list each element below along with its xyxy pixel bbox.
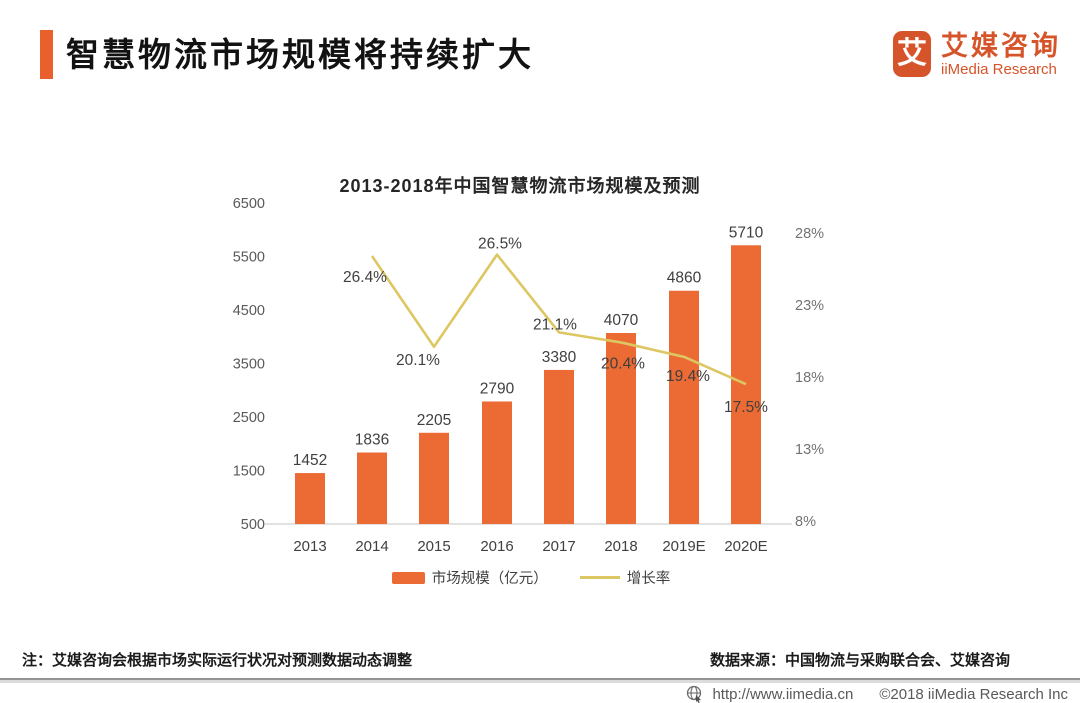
right-axis-tick: 13% bbox=[795, 442, 824, 458]
footer-url[interactable]: http://www.iimedia.cn bbox=[712, 685, 854, 703]
chart-legend: 市场规模（亿元） 增长率 bbox=[270, 567, 792, 588]
bar-2018 bbox=[606, 333, 636, 524]
left-axis-tick: 3500 bbox=[233, 357, 265, 373]
chart-title: 2013-2018年中国智慧物流市场规模及预测 bbox=[339, 176, 701, 196]
footer-copyright: ©2018 iiMedia Research Inc bbox=[879, 685, 1068, 703]
footnote-note: 注：艾媒咨询会根据市场实际运行状况对预测数据动态调整 bbox=[22, 652, 413, 669]
globe-icon bbox=[687, 685, 702, 703]
title-accent-bar bbox=[40, 30, 53, 79]
right-axis-tick: 8% bbox=[795, 514, 816, 530]
bar-value-label: 4860 bbox=[667, 270, 702, 287]
bar-2013 bbox=[295, 473, 325, 524]
bar-2014 bbox=[357, 452, 387, 524]
x-axis-label: 2013 bbox=[293, 538, 326, 555]
growth-rate-label: 20.4% bbox=[601, 355, 645, 372]
iimedia-logo: 艾 艾媒咨询 iiMedia Research bbox=[893, 31, 1061, 78]
x-axis-label: 2019E bbox=[662, 538, 705, 555]
right-axis-tick: 23% bbox=[795, 298, 824, 314]
footnote-data-source: 数据来源：中国物流与采购联合会、艾媒咨询 bbox=[709, 652, 1010, 669]
x-axis-label: 2017 bbox=[542, 538, 575, 555]
growth-rate-label: 19.4% bbox=[666, 368, 710, 385]
x-axis-label: 2016 bbox=[480, 538, 513, 555]
growth-rate-label: 26.4% bbox=[343, 269, 387, 286]
left-axis-tick: 6500 bbox=[233, 196, 265, 212]
left-axis-tick: 500 bbox=[241, 517, 265, 533]
legend-item-growth-rate: 增长率 bbox=[579, 567, 671, 588]
x-axis-label: 2014 bbox=[355, 538, 388, 555]
legend-item-market-size: 市场规模（亿元） bbox=[391, 567, 548, 588]
footer: http://www.iimedia.cn ©2018 iiMedia Rese… bbox=[686, 685, 1068, 703]
growth-rate-label: 17.5% bbox=[724, 399, 768, 416]
left-axis-tick: 4500 bbox=[233, 303, 265, 319]
bar-value-label: 4070 bbox=[604, 312, 639, 329]
iimedia-logo-icon: 艾 bbox=[893, 31, 931, 77]
x-axis-label: 2020E bbox=[724, 538, 767, 555]
bar-value-label: 3380 bbox=[542, 349, 577, 366]
right-axis-tick: 18% bbox=[795, 370, 824, 386]
legend-label: 市场规模（亿元） bbox=[431, 571, 548, 587]
bar-value-label: 1836 bbox=[355, 432, 389, 449]
bar-value-label: 5710 bbox=[729, 224, 764, 241]
bar-2017 bbox=[544, 369, 574, 524]
left-axis-tick: 2500 bbox=[233, 410, 265, 426]
growth-rate-line bbox=[370, 253, 747, 386]
right-axis-tick: 28% bbox=[795, 226, 824, 242]
line-series-swatch bbox=[579, 576, 620, 579]
bar-2020E bbox=[731, 245, 761, 524]
logo-name-en: iiMedia Research bbox=[941, 61, 1057, 78]
bar-2015 bbox=[419, 432, 449, 524]
x-axis-label: 2015 bbox=[417, 538, 450, 555]
bar-value-label: 1452 bbox=[293, 452, 327, 469]
bar-2016 bbox=[482, 401, 512, 524]
logo-text: 艾媒咨询 iiMedia Research bbox=[941, 31, 1061, 78]
growth-rate-label: 26.5% bbox=[478, 236, 522, 253]
left-axis-tick: 1500 bbox=[233, 464, 265, 480]
left-axis-tick: 5500 bbox=[233, 250, 265, 266]
legend-label: 增长率 bbox=[626, 571, 671, 587]
bar-value-label: 2790 bbox=[480, 380, 515, 397]
growth-rate-label: 20.1% bbox=[396, 352, 440, 369]
page-title: 智慧物流市场规模将持续扩大 bbox=[66, 36, 534, 73]
footer-divider bbox=[0, 678, 1080, 683]
x-axis-label: 2018 bbox=[604, 538, 637, 555]
bar-value-label: 2205 bbox=[417, 412, 451, 429]
logo-name-cn: 艾媒咨询 bbox=[941, 31, 1061, 61]
bar-2019E bbox=[669, 290, 699, 524]
bar-series-swatch bbox=[391, 571, 425, 584]
growth-rate-label: 21.1% bbox=[533, 316, 577, 333]
